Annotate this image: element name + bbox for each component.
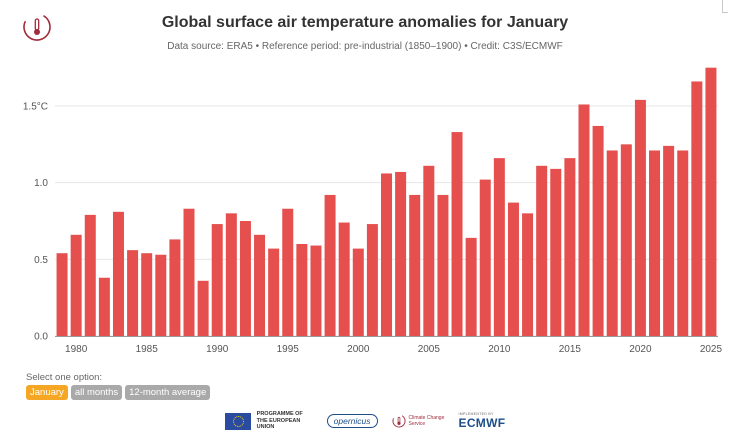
bar-1991 [225, 213, 237, 336]
bar-2005 [423, 165, 435, 336]
bar-2008 [465, 237, 477, 336]
bar-2015 [564, 158, 576, 336]
bar-1997 [310, 245, 322, 336]
x-tick-label: 1985 [136, 344, 159, 355]
c3s-text: Climate Change Service [408, 415, 445, 427]
bar-1990 [211, 224, 223, 336]
bar-1996 [296, 244, 308, 336]
y-tick-label: 0.5 [34, 255, 48, 266]
options-label: Select one option: [26, 372, 103, 383]
bar-1999 [338, 222, 350, 336]
bar-2004 [409, 194, 421, 336]
x-tick-label: 2005 [418, 344, 441, 355]
x-tick-label: 1980 [65, 344, 88, 355]
bar-1995 [282, 208, 294, 336]
bar-2013 [536, 165, 548, 336]
bar-2021 [649, 150, 661, 336]
window-edge [722, 0, 728, 13]
bar-1987 [169, 239, 181, 336]
bar-2024 [691, 81, 703, 336]
bar-1982 [98, 277, 110, 336]
bar-2003 [395, 171, 407, 336]
ecmwf-implemented-by: IMPLEMENTED BY [458, 412, 494, 416]
bar-2017 [592, 125, 604, 336]
x-tick-label: 2000 [347, 344, 370, 355]
bar-1993 [254, 234, 266, 336]
bar-2022 [663, 145, 675, 336]
bar-2002 [380, 173, 393, 336]
bar-1985 [141, 253, 153, 336]
ecmwf-wordmark: ECMWF [458, 416, 506, 430]
x-tick-label: 2010 [488, 344, 511, 355]
copernicus-logo: opernicus [326, 414, 378, 428]
bar-2020 [634, 99, 646, 336]
eu-flag-icon [224, 412, 251, 430]
option-january-button[interactable]: January [26, 385, 68, 400]
bar-1989 [197, 280, 209, 336]
bar-1986 [155, 254, 167, 336]
bar-1998 [324, 194, 336, 336]
x-tick-label: 1995 [277, 344, 300, 355]
bar-2019 [620, 144, 632, 336]
bar-1992 [239, 221, 251, 336]
bar-2009 [479, 179, 491, 336]
y-tick-label: 1.0 [34, 178, 48, 189]
bar-1980 [70, 234, 82, 336]
x-tick-label: 2020 [629, 344, 652, 355]
thermometer-logo-icon [23, 13, 51, 41]
y-tick-label: 1.5°C [23, 102, 48, 113]
c3s-logo: Climate Change Service [391, 414, 445, 428]
bar-2001 [366, 224, 378, 336]
bar-chart: 0.0 0.5 1.0 1.5°C 1980 1985 1990 1995 2000 2005 20… [23, 67, 723, 355]
x-tick-label: 2015 [559, 344, 582, 355]
bar-1983 [112, 211, 124, 336]
bar-2011 [507, 202, 519, 336]
bar-2006 [437, 194, 449, 336]
ecmwf-logo: IMPLEMENTED BY ECMWF [459, 412, 506, 430]
option-all-months-button[interactable]: all months [70, 385, 123, 400]
bar-2000 [352, 248, 364, 336]
bar-1988 [183, 208, 195, 336]
bar-1979 [56, 253, 68, 336]
eu-logo: PROGRAMME OF THE EUROPEAN UNION [224, 411, 313, 431]
chart-title: Global surface air temperature anomalies… [161, 14, 569, 31]
c3s-thermometer-icon [391, 414, 406, 428]
bar-2012 [522, 213, 534, 336]
y-tick-label: 0.0 [34, 332, 48, 343]
bar-2023 [677, 150, 689, 336]
chart-subtitle: Data source: ERA5 • Reference period: pr… [167, 41, 563, 52]
bar-1984 [127, 250, 139, 336]
bar-2018 [606, 150, 618, 336]
bar-2025 [705, 67, 717, 337]
bar-2007 [451, 132, 463, 336]
footer-logos: PROGRAMME OF THE EUROPEAN UNION opernicu… [0, 410, 730, 432]
bar-1981 [84, 214, 96, 336]
bar-2016 [578, 104, 590, 336]
option-buttons: January all months 12-month average [26, 385, 211, 400]
x-tick-label: 1990 [206, 344, 229, 355]
option-12-month-average-button[interactable]: 12-month average [125, 385, 211, 400]
bar-2014 [550, 168, 562, 336]
eu-programme-text: PROGRAMME OF THE EUROPEAN UNION [256, 411, 303, 431]
x-tick-label: 2025 [700, 344, 723, 355]
bar-2010 [493, 158, 505, 336]
bar-1994 [268, 248, 280, 336]
